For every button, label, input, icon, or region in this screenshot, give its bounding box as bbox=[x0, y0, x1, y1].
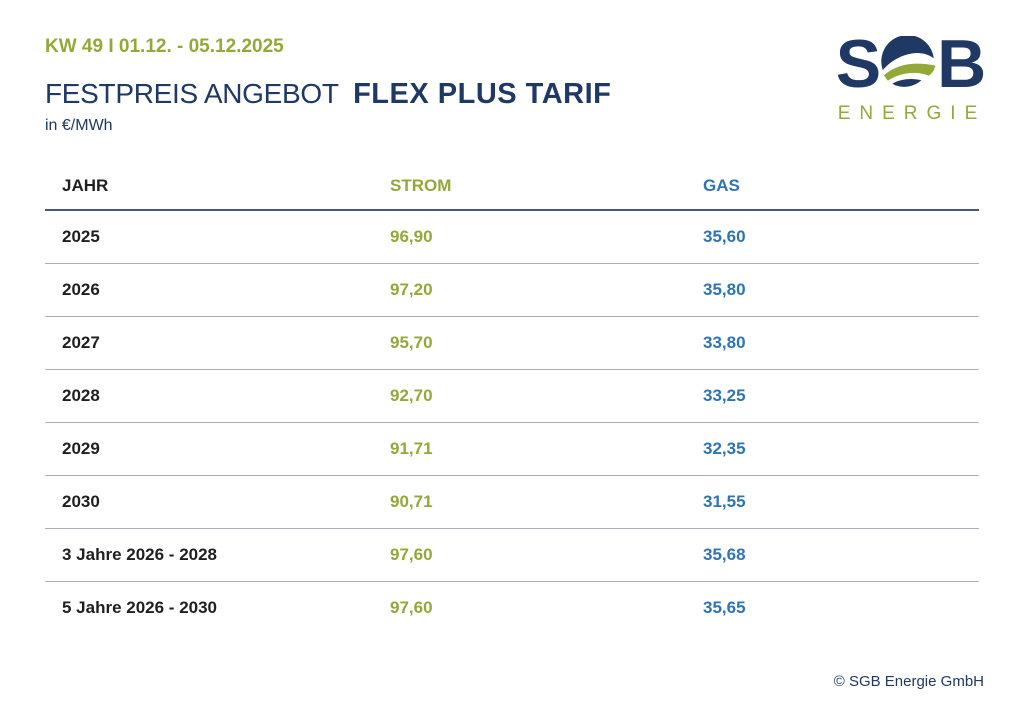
column-header-jahr: JAHR bbox=[45, 176, 373, 211]
price-table-container: JAHR STROM GAS 2025 96,90 35,60 2026 97,20 35… bbox=[45, 176, 979, 634]
cell-jahr: 2026 bbox=[45, 263, 373, 317]
table-header-row: JAHR STROM GAS bbox=[45, 176, 979, 211]
table-row: 2025 96,90 35,60 bbox=[45, 210, 979, 264]
cell-gas: 35,60 bbox=[686, 210, 979, 264]
table-row: 2026 97,20 35,80 bbox=[45, 263, 979, 317]
page-title: FESTPREIS ANGEBOT FLEX PLUS TARIF bbox=[45, 78, 611, 111]
cell-strom: 92,70 bbox=[373, 369, 686, 423]
logo-letter-s: S bbox=[835, 26, 881, 102]
cell-gas: 33,80 bbox=[686, 316, 979, 370]
cell-jahr: 2027 bbox=[45, 316, 373, 370]
cell-jahr: 2030 bbox=[45, 475, 373, 529]
logo-wordmark: S B bbox=[835, 26, 986, 102]
cell-gas: 35,65 bbox=[703, 598, 746, 617]
table-row: 2029 91,71 32,35 bbox=[45, 422, 979, 476]
cell-strom: 91,71 bbox=[373, 422, 686, 476]
company-logo: S B ENERGIE bbox=[834, 30, 986, 125]
column-header-strom: STROM bbox=[373, 176, 686, 211]
globe-swoosh-icon bbox=[881, 36, 936, 87]
table-row: 2028 92,70 33,25 bbox=[45, 369, 979, 423]
title-regular: FESTPREIS ANGEBOT bbox=[45, 78, 339, 109]
cell-gas: 35,80 bbox=[686, 263, 979, 317]
cell-gas: 33,25 bbox=[686, 369, 979, 423]
cell-jahr: 5 Jahre 2026 - 2030 bbox=[62, 598, 218, 617]
table-row: 2027 95,70 33,80 bbox=[45, 316, 979, 370]
cell-strom: 97,20 bbox=[373, 263, 686, 317]
table-row: 2030 90,71 31,55 bbox=[45, 475, 979, 529]
cell-strom: 96,90 bbox=[373, 210, 686, 264]
unit-label: in €/MWh bbox=[45, 117, 113, 134]
copyright-notice: © SGB Energie GmbH bbox=[833, 673, 984, 690]
table-row: 3 Jahre 2026 - 2028 97,60 35,68 bbox=[45, 528, 979, 582]
cell-gas: 32,35 bbox=[686, 422, 979, 476]
cell-gas: 35,68 bbox=[686, 528, 979, 582]
logo-subtitle: ENERGIE bbox=[837, 103, 987, 124]
logo-letter-b: B bbox=[937, 26, 986, 102]
cell-strom: 95,70 bbox=[373, 316, 686, 370]
cell-jahr: 2025 bbox=[45, 210, 373, 264]
cell-strom: 97,60 bbox=[373, 528, 686, 582]
week-label: KW 49 I 01.12. - 05.12.2025 bbox=[45, 36, 284, 57]
cell-strom: 97,60 bbox=[390, 598, 433, 617]
price-table: JAHR STROM GAS 2025 96,90 35,60 2026 97,20 35… bbox=[45, 176, 979, 634]
cell-gas: 31,55 bbox=[686, 475, 979, 529]
cell-jahr: 2029 bbox=[45, 422, 373, 476]
table-row: 5 Jahre 2026 - 2030 97,60 35,65 bbox=[45, 582, 979, 635]
cell-jahr: 2028 bbox=[45, 369, 373, 423]
title-bold: FLEX PLUS TARIF bbox=[353, 78, 612, 110]
column-header-gas: GAS bbox=[686, 176, 979, 211]
cell-strom: 90,71 bbox=[373, 475, 686, 529]
cell-jahr: 3 Jahre 2026 - 2028 bbox=[45, 528, 373, 582]
